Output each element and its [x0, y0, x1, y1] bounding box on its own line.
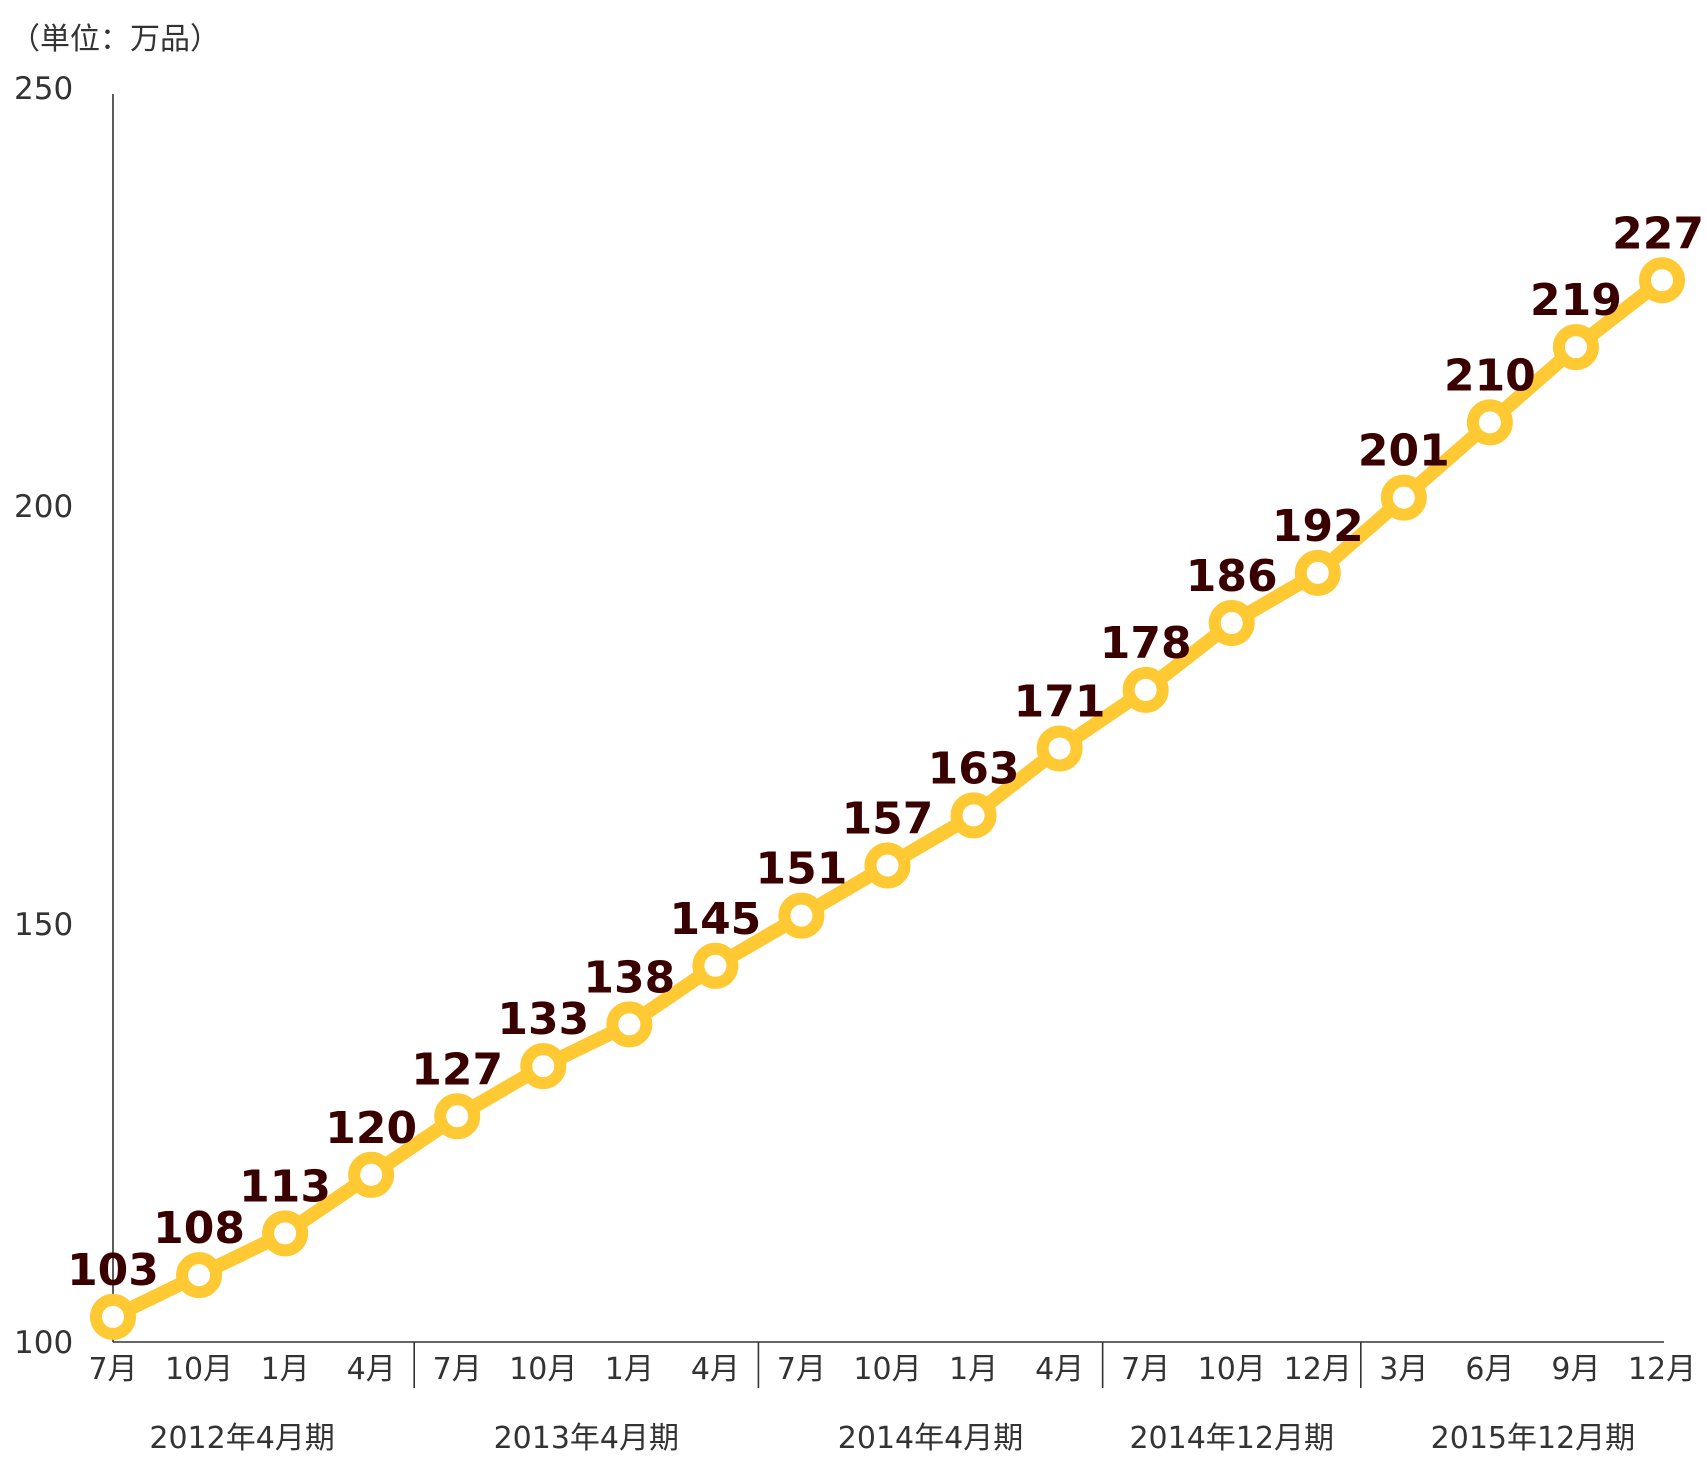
- x-tick-label: 12月: [1284, 1352, 1352, 1387]
- data-point-marker: [1639, 257, 1685, 304]
- x-tick-label: 1月: [949, 1352, 998, 1387]
- x-tick-label: 10月: [853, 1352, 921, 1387]
- data-point-marker: [950, 792, 997, 839]
- data-point-marker: [434, 1093, 481, 1140]
- data-point-marker: [90, 1293, 136, 1340]
- x-tick-label: 6月: [1465, 1352, 1514, 1387]
- data-point-marker: [1208, 600, 1255, 647]
- period-labels: 2012年4月期 2013年4月期 2014年4月期 2014年12月期 2015年12…: [149, 1421, 1635, 1456]
- data-point-marker: [606, 1001, 653, 1048]
- data-label: 145: [669, 894, 761, 945]
- axes: [112, 94, 1664, 1343]
- x-tick-label: 3月: [1379, 1352, 1428, 1387]
- y-tick-label: 200: [14, 489, 73, 525]
- x-tick-label: 4月: [691, 1352, 740, 1387]
- data-label: 133: [497, 994, 589, 1045]
- data-point-marker: [348, 1151, 395, 1198]
- y-tick-label: 100: [14, 1325, 73, 1361]
- x-tick-label: 10月: [165, 1352, 233, 1387]
- x-tick-label: 10月: [1198, 1352, 1266, 1387]
- period-label: 2014年12月期: [1129, 1421, 1334, 1456]
- x-tick-label: 1月: [605, 1352, 654, 1387]
- data-label: 186: [1186, 551, 1278, 602]
- x-tick-label: 4月: [1035, 1352, 1084, 1387]
- data-label: 108: [153, 1203, 245, 1254]
- data-label: 171: [1014, 676, 1106, 727]
- data-label: 219: [1530, 275, 1622, 326]
- data-point-marker: [1036, 725, 1083, 772]
- x-tick-label: 9月: [1551, 1352, 1600, 1387]
- data-point-marker: [262, 1210, 309, 1257]
- period-label: 2012年4月期: [149, 1421, 334, 1456]
- data-label: 113: [239, 1161, 331, 1212]
- data-label: 151: [756, 844, 848, 895]
- x-tick-label: 12月: [1628, 1352, 1696, 1387]
- data-label: 210: [1444, 350, 1536, 401]
- period-label: 2013年4月期: [494, 1421, 679, 1456]
- x-tick-label: 7月: [433, 1352, 482, 1387]
- x-tick-label: 4月: [347, 1352, 396, 1387]
- data-point-marker: [176, 1252, 223, 1299]
- data-point-marker: [864, 842, 911, 889]
- y-tick-labels: 100 150 200 250: [14, 71, 73, 1361]
- data-point-marker: [692, 942, 739, 989]
- data-markers: [90, 257, 1685, 1340]
- data-label: 178: [1100, 618, 1192, 669]
- data-label: 103: [67, 1245, 159, 1296]
- data-label: 157: [842, 793, 934, 844]
- period-separators: [413, 1342, 1362, 1388]
- data-point-marker: [1552, 324, 1599, 371]
- y-tick-label: 250: [14, 71, 73, 107]
- data-label: 227: [1612, 208, 1704, 259]
- period-label: 2015年12月期: [1431, 1421, 1636, 1456]
- data-point-marker: [1380, 474, 1427, 521]
- data-label: 120: [325, 1103, 417, 1154]
- data-label: 163: [928, 743, 1020, 794]
- y-tick-label: 150: [14, 907, 73, 943]
- x-tick-label: 7月: [88, 1352, 137, 1387]
- data-label: 201: [1358, 426, 1450, 477]
- x-tick-label: 10月: [509, 1352, 577, 1387]
- data-point-marker: [1122, 666, 1169, 713]
- data-point-marker: [1466, 399, 1513, 446]
- data-point-marker: [778, 892, 825, 939]
- data-point-marker: [1294, 549, 1341, 596]
- period-label: 2014年4月期: [838, 1421, 1023, 1456]
- unit-label: （単位：万品）: [10, 22, 220, 57]
- data-label: 192: [1272, 501, 1364, 552]
- data-point-marker: [520, 1043, 567, 1090]
- data-label: 138: [583, 952, 675, 1003]
- x-tick-label: 1月: [261, 1352, 310, 1387]
- x-tick-label: 7月: [1121, 1352, 1170, 1387]
- x-tick-label: 7月: [777, 1352, 826, 1387]
- data-label: 127: [411, 1044, 503, 1095]
- x-tick-labels: 7月 10月 1月 4月 7月 10月 1月 4月 7月 10月 1月 4月 7月 10月 12月 3月 6月 9…: [88, 1352, 1696, 1387]
